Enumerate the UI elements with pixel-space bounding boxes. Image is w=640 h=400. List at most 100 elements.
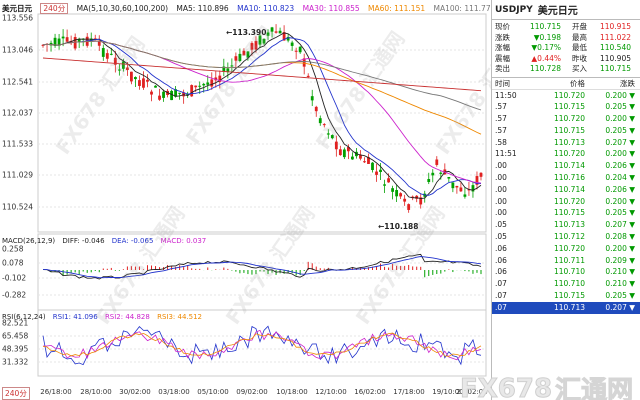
quote-label: 涨跌 <box>495 32 510 42</box>
quote-row: 震幅 ▲0.44% 昨收 110.905 <box>495 54 637 65</box>
candle-body <box>274 31 278 33</box>
candle-body <box>471 185 475 192</box>
candle-body <box>226 68 230 73</box>
tick-row[interactable]: .05 110.712 0.208 ▼ <box>492 231 640 243</box>
tick-time: .00 <box>495 173 507 183</box>
tick-change: 0.200 ▼ <box>605 149 635 159</box>
quote-value: 111.022 <box>599 32 631 42</box>
time-tick: 09/02:00 <box>236 388 268 396</box>
macd-diff: DIFF: -0.046 <box>62 237 105 245</box>
quote-name: 美元日元 <box>537 6 578 17</box>
tick-change: 0.204 ▼ <box>605 173 635 183</box>
ma-indicator-4: MA60: 111.151 <box>368 4 426 13</box>
quote-row: 现价 110.715 开盘 110.915 <box>495 22 637 33</box>
quote-header: USDJPY 美元日元 <box>492 0 640 20</box>
tick-price: 110.720 <box>553 149 585 159</box>
tick-row[interactable]: .57 110.715 0.205 ▼ <box>492 125 640 137</box>
candle-body <box>318 118 322 124</box>
tick-row[interactable]: .00 110.714 0.206 ▼ <box>492 160 640 172</box>
candle-body <box>403 198 407 202</box>
tick-header-time: 时间 <box>495 78 510 88</box>
macd-tick: 0.078 <box>2 258 24 268</box>
candle-body <box>383 184 386 186</box>
tick-change: 0.205 ▼ <box>605 291 635 301</box>
tick-price: 110.715 <box>553 291 585 301</box>
tick-price: 110.715 <box>553 208 585 218</box>
rsi-tick: 82.521 <box>2 318 29 328</box>
tick-row[interactable]: .06 110.720 0.200 ▼ <box>492 243 640 255</box>
price-tick: 112.037 <box>2 108 34 118</box>
tick-row[interactable]: .58 110.713 0.207 ▼ <box>492 137 640 149</box>
tick-time: .07 <box>495 291 507 301</box>
tick-change: 0.206 ▼ <box>605 184 635 194</box>
tick-time: .07 <box>495 302 507 312</box>
candle-body <box>77 38 81 42</box>
tick-price: 110.716 <box>553 173 585 183</box>
candle-body <box>57 38 61 46</box>
rsi-tick: 31.332 <box>2 357 29 367</box>
ma-indicator-2: MA10: 110.823 <box>237 4 295 13</box>
candle-body <box>351 156 354 160</box>
time-tick: 03/18:00 <box>158 388 190 396</box>
tick-row[interactable]: 11:51 110.720 0.200 ▼ <box>492 148 640 160</box>
tick-row[interactable]: .00 110.720 0.200 ▼ <box>492 196 640 208</box>
candle-body <box>105 53 109 59</box>
tick-row[interactable]: .05 110.713 0.207 ▼ <box>492 219 640 231</box>
period-selector-button[interactable]: 240分 <box>2 387 30 400</box>
candle-body <box>142 78 145 88</box>
tick-row[interactable]: .00 110.716 0.204 ▼ <box>492 172 640 184</box>
candle-body <box>190 85 194 97</box>
tick-row[interactable]: .57 110.720 0.200 ▼ <box>492 113 640 125</box>
rsi1-line <box>42 325 482 366</box>
tick-row[interactable]: .07 110.715 0.205 ▼ <box>492 290 640 302</box>
quote-label: 涨幅 <box>495 43 510 52</box>
tick-list[interactable]: 11:50 110.720 0.200 ▼ .57 110.715 0.205 ▼ .57 1… <box>492 90 640 314</box>
tick-time: .58 <box>495 137 507 147</box>
candle-body <box>371 162 374 171</box>
tick-time: .00 <box>495 208 507 218</box>
quote-panel: USDJPY 美元日元 现价 110.715 开盘 110.915 涨跌 ▼0.198 最高… <box>491 0 640 400</box>
quote-value: 110.540 <box>599 43 631 52</box>
tick-row[interactable]: .07 110.710 0.210 ▼ <box>492 278 640 290</box>
candle-body <box>439 172 443 174</box>
chart-period[interactable]: 240分 <box>40 3 69 14</box>
chart-header: 美元日元 240分 MA(5,10,30,60,100,200) MA5: 11… <box>2 2 501 16</box>
candle-body <box>427 179 431 183</box>
candle-body <box>130 71 133 82</box>
candle-body <box>121 61 125 69</box>
candle-body <box>451 182 455 189</box>
candle-body <box>117 69 121 71</box>
candle-body <box>206 82 210 85</box>
candle-body <box>266 32 270 36</box>
candle-body <box>395 190 399 197</box>
candle-body <box>278 30 282 34</box>
candle-body <box>431 172 435 176</box>
tick-price: 110.720 <box>553 90 585 100</box>
kline-chart-area[interactable]: 美元日元 240分 MA(5,10,30,60,100,200) MA5: 11… <box>0 0 529 400</box>
tick-change: 0.209 ▼ <box>605 255 635 265</box>
tick-row[interactable]: .06 110.710 0.210 ▼ <box>492 266 640 278</box>
tick-price: 110.715 <box>553 102 585 112</box>
tick-row[interactable]: .07 110.713 0.207 ▼ <box>492 301 640 314</box>
rsi-header: RSI(6,12,24) RSI1: 41.096 RSI2: 44.828 R… <box>2 312 207 322</box>
candle-body <box>158 95 161 100</box>
candle-body <box>125 67 129 71</box>
ma200-line <box>42 57 482 92</box>
tick-row[interactable]: .57 110.715 0.205 ▼ <box>492 101 640 113</box>
candle-body <box>375 171 378 175</box>
tick-row[interactable]: .00 110.715 0.205 ▼ <box>492 207 640 219</box>
candle-body <box>270 27 274 32</box>
time-tick: 05/10:00 <box>197 388 229 396</box>
tick-change: 0.207 ▼ <box>605 220 635 230</box>
tick-row[interactable]: 11:50 110.720 0.200 ▼ <box>492 90 640 102</box>
tick-row[interactable]: .06 110.711 0.209 ▼ <box>492 255 640 267</box>
candle-body <box>210 79 214 87</box>
tick-row[interactable]: .00 110.714 0.206 ▼ <box>492 184 640 196</box>
candle-body <box>411 196 415 198</box>
candle-body <box>322 124 326 126</box>
quote-value: 110.728 <box>529 64 561 73</box>
tick-change: 0.208 ▼ <box>605 232 635 242</box>
chart-canvas[interactable] <box>0 0 490 400</box>
candle-body <box>459 187 463 192</box>
candle-body <box>61 36 65 39</box>
